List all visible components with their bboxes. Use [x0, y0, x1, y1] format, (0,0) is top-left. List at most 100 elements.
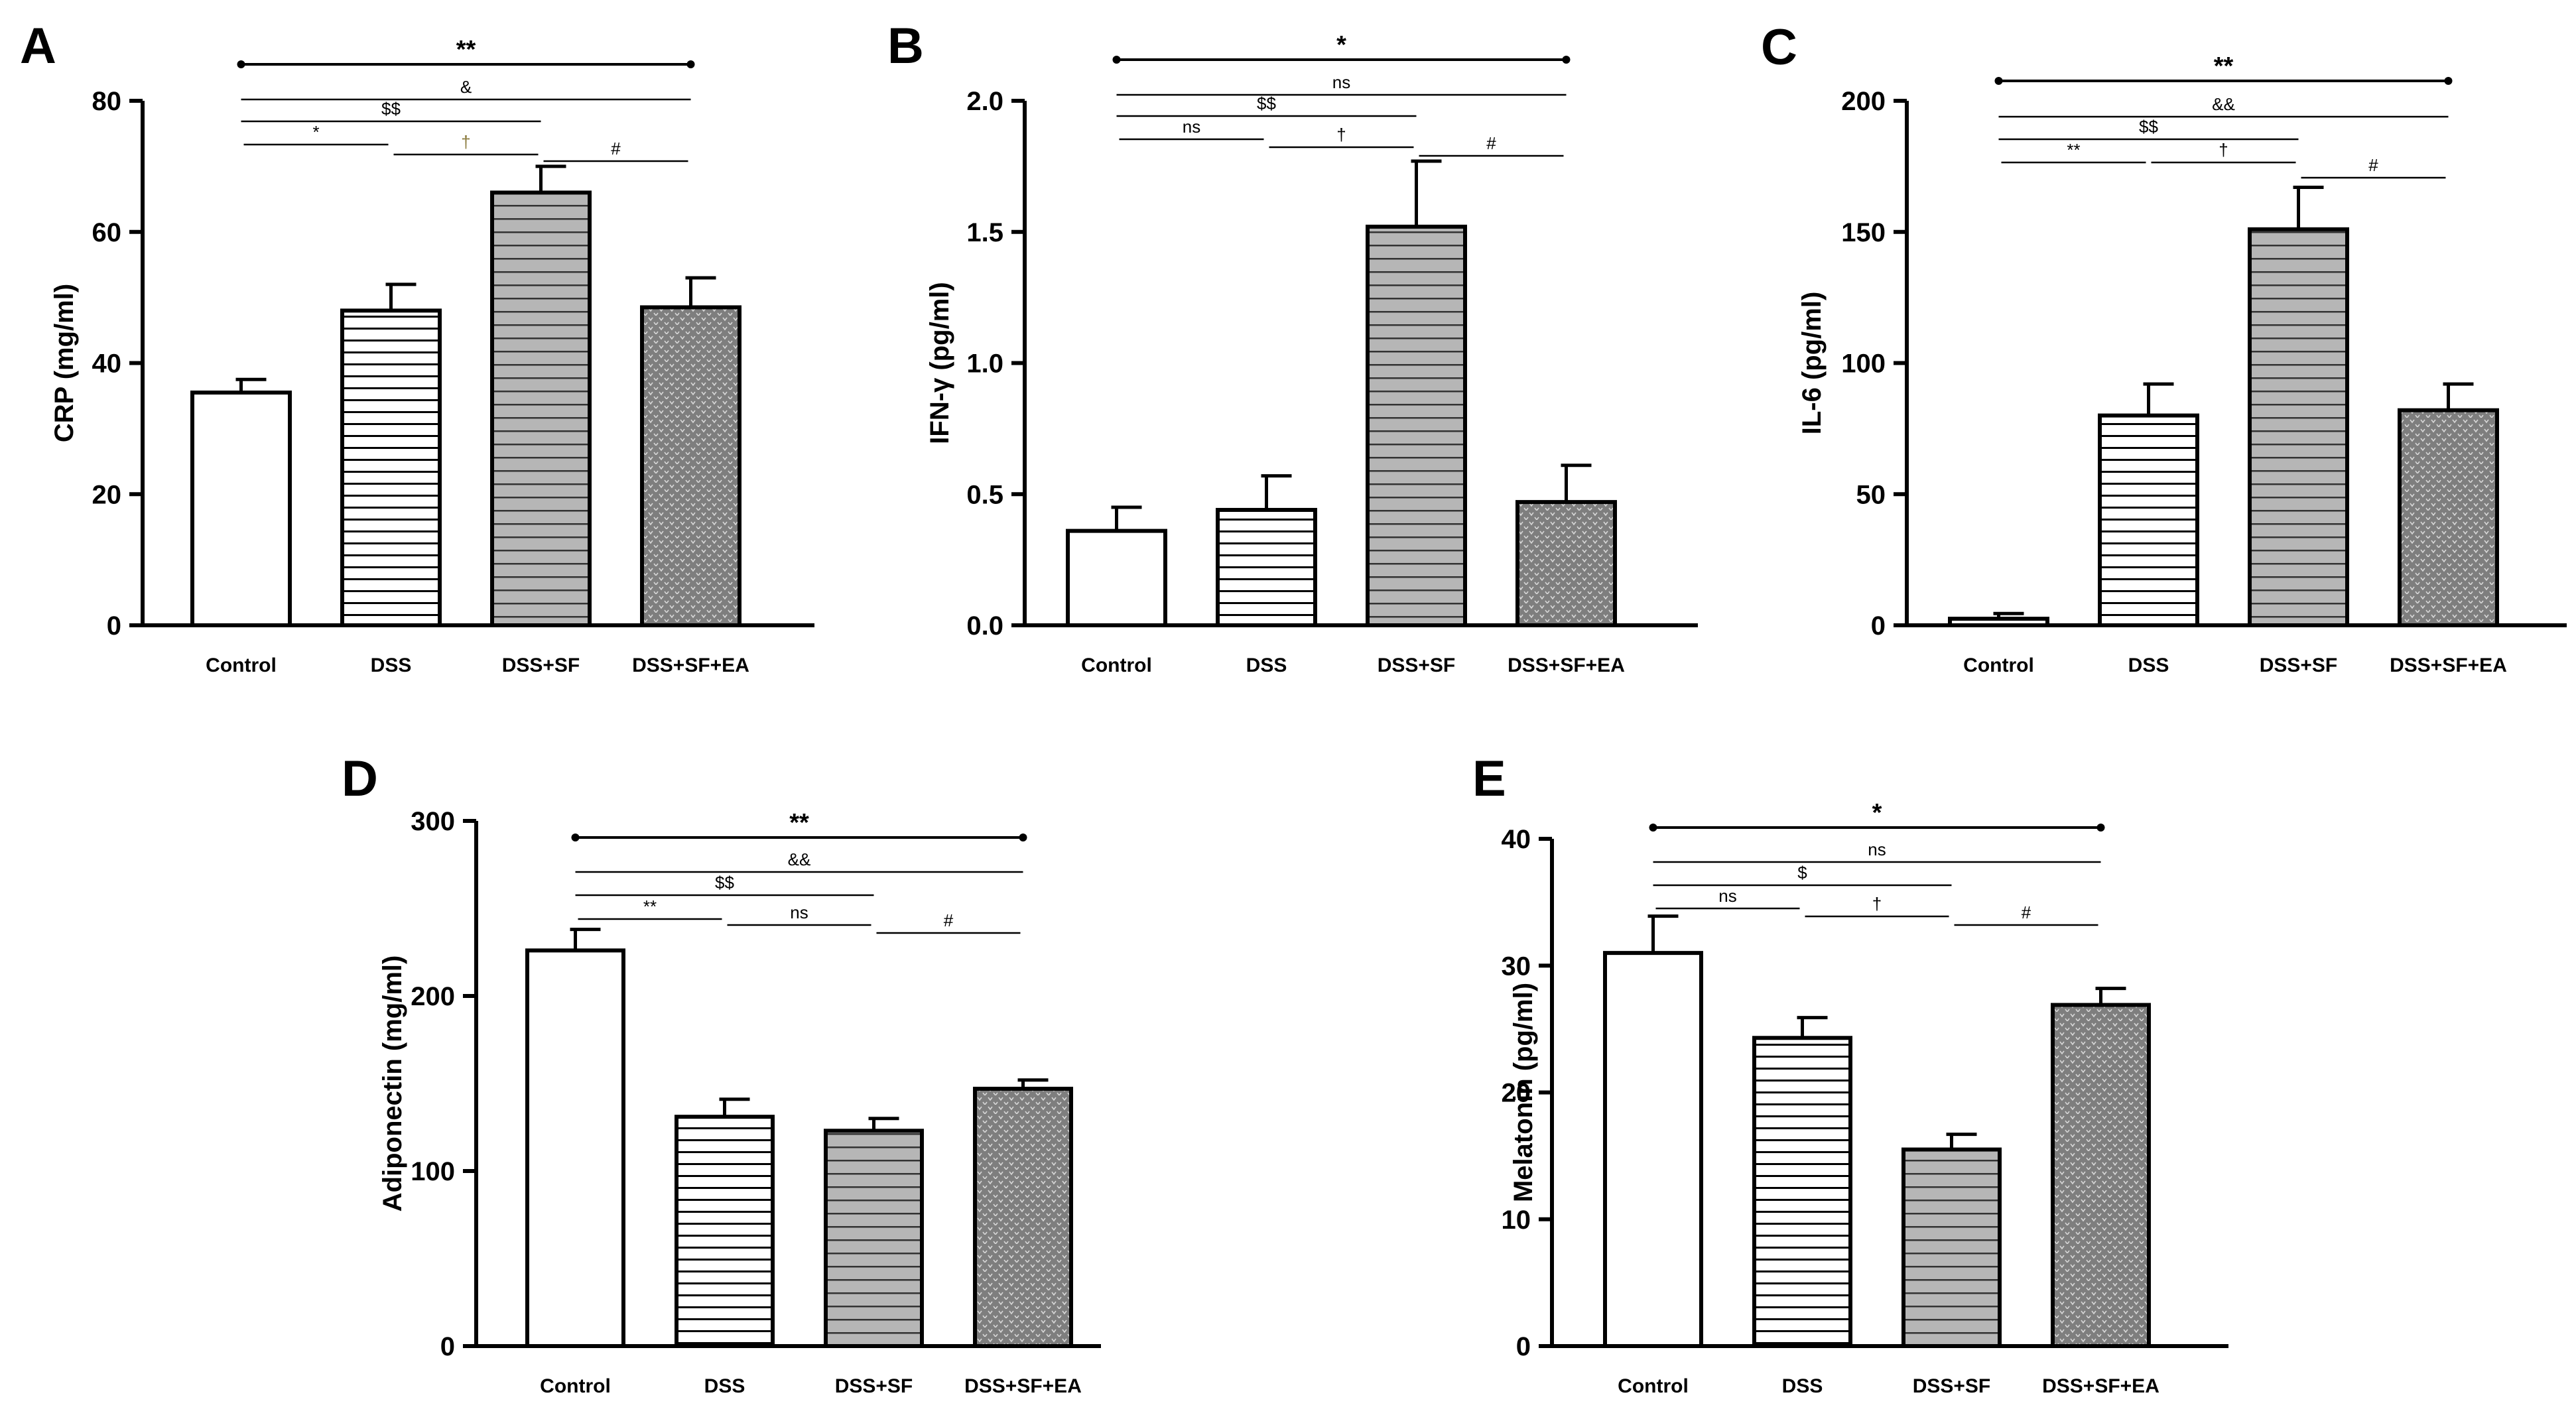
significance-label: ns — [1718, 886, 1736, 906]
y-tick-label: 0 — [107, 611, 121, 641]
y-tick-label: 1.5 — [966, 218, 1003, 247]
y-tick-label: 60 — [92, 218, 122, 247]
significance-endpoint — [686, 60, 695, 68]
bar-control — [1948, 617, 2049, 627]
x-tick-label: DSS+SF+EA — [2042, 1375, 2159, 1397]
significance-label: * — [1336, 31, 1346, 59]
x-tick-label: DSS — [2128, 654, 2169, 676]
significance-label: $$ — [1257, 93, 1276, 113]
bar-dss-sf — [824, 1129, 924, 1349]
panel-letter: E — [1472, 751, 1506, 807]
x-tick-label: DSS — [1246, 654, 1287, 676]
x-tick-label: DSS+SF+EA — [1508, 654, 1625, 676]
bar-dss-sf-ea — [640, 305, 741, 627]
bar-dss — [1216, 507, 1317, 627]
y-tick-label: 1.0 — [966, 349, 1003, 379]
significance-label: ** — [2067, 140, 2080, 160]
y-tick-label: 40 — [1502, 825, 1531, 854]
significance-label: ns — [1332, 72, 1350, 92]
y-tick-label: 100 — [411, 1157, 455, 1186]
y-tick-label: 50 — [1856, 480, 1886, 509]
significance-label: * — [312, 122, 319, 142]
x-tick-label: DSS+SF+EA — [2390, 654, 2507, 676]
significance-label: $$ — [715, 873, 734, 893]
y-tick-label: 30 — [1502, 952, 1531, 981]
y-tick-label: 200 — [411, 982, 455, 1011]
significance-label: # — [1486, 133, 1496, 153]
significance-label: ns — [1868, 839, 1886, 859]
panel-letter: C — [1761, 19, 1797, 76]
bar-dss-sf — [490, 190, 592, 627]
y-tick-label: 0 — [1516, 1332, 1531, 1361]
y-tick-label: 10 — [1502, 1206, 1531, 1235]
bar-dss — [2098, 413, 2199, 627]
significance-label: ns — [1183, 117, 1200, 137]
y-tick-label: 300 — [411, 807, 455, 836]
significance-label: # — [2022, 902, 2031, 922]
significance-label: † — [2219, 140, 2228, 160]
x-tick-label: Control — [1081, 654, 1152, 676]
bar-dss — [340, 308, 442, 627]
significance-endpoint — [1649, 824, 1657, 832]
y-tick-label: 0.5 — [966, 480, 1003, 509]
x-tick-label: DSS — [704, 1375, 745, 1397]
significance-label: && — [2212, 94, 2235, 114]
panel-e: E 0 10 20 30 40 Melatonin (pg/ml) Control DSS DSS… — [1472, 751, 2228, 1397]
bar-dss-sf — [2248, 227, 2349, 628]
x-tick-label: DSS — [1782, 1375, 1823, 1397]
significance-label: # — [944, 910, 954, 930]
panel-d: D 0 100 200 300 Adiponectin (mg/ml) Control DSS… — [342, 751, 1101, 1397]
y-tick-label: 2.0 — [966, 87, 1003, 116]
x-tick-label: Control — [1963, 654, 2034, 676]
bar-control — [1603, 951, 1703, 1348]
y-tick-label: 200 — [1841, 87, 1886, 116]
significance-label: && — [788, 849, 811, 869]
significance-endpoint — [2096, 824, 2105, 832]
y-tick-label: 0 — [1871, 611, 1886, 641]
bar-control — [1066, 528, 1167, 627]
x-tick-label: DSS+SF+EA — [964, 1375, 1082, 1397]
significance-endpoint — [1994, 77, 2003, 85]
x-tick-label: DSS+SF — [1913, 1375, 1991, 1397]
significance-label: ** — [789, 809, 809, 837]
significance-label: * — [1872, 799, 1882, 827]
significance-endpoint — [1562, 56, 1571, 64]
significance-label: # — [611, 139, 621, 158]
bar-dss-sf-ea — [2051, 1003, 2151, 1348]
bar-dss — [675, 1115, 775, 1349]
x-tick-label: DSS+SF — [1378, 654, 1456, 676]
y-tick-label: 0.0 — [966, 611, 1003, 641]
bar-dss-sf-ea — [2398, 408, 2499, 627]
x-tick-label: DSS+SF — [2260, 654, 2338, 676]
panel-a: A 0 20 40 60 80 CRP (mg/ml) Control DSS DSS+SF DSS… — [20, 18, 814, 676]
panel-letter: D — [342, 751, 378, 807]
panel-b: B 0.0 0.5 1.0 1.5 2.0 IFN-γ (pg/ml) Control DSS D… — [887, 18, 1698, 676]
bar-dss-sf — [1901, 1147, 2002, 1348]
y-tick-label: 150 — [1841, 218, 1886, 247]
panel-letter: B — [887, 18, 924, 74]
significance-label: $ — [1797, 863, 1807, 883]
x-tick-label: DSS+SF — [835, 1375, 913, 1397]
y-tick-label: 20 — [1502, 1079, 1531, 1108]
significance-label: † — [1336, 125, 1346, 145]
bar-control — [190, 390, 292, 628]
panel-c: C 0 50 100 150 200 IL-6 (pg/ml) Control DSS DSS+S… — [1761, 19, 2567, 676]
significance-endpoint — [237, 60, 245, 68]
panel-letter: A — [20, 18, 56, 74]
y-tick-label: 100 — [1841, 349, 1886, 379]
significance-label: & — [460, 77, 472, 97]
y-axis-label: CRP (mg/ml) — [50, 284, 79, 442]
x-tick-label: DSS+SF+EA — [632, 654, 749, 676]
significance-label: † — [461, 132, 470, 152]
y-tick-label: 0 — [440, 1332, 455, 1361]
significance-label: $$ — [381, 99, 401, 119]
bar-dss — [1752, 1036, 1852, 1348]
significance-label: ** — [643, 897, 657, 916]
bar-dss-sf-ea — [973, 1086, 1073, 1349]
significance-endpoint — [571, 834, 580, 841]
significance-endpoint — [1112, 56, 1121, 64]
y-axis-label: Adiponectin (mg/ml) — [378, 956, 407, 1212]
y-tick-label: 40 — [92, 349, 122, 379]
significance-endpoint — [1019, 834, 1027, 841]
